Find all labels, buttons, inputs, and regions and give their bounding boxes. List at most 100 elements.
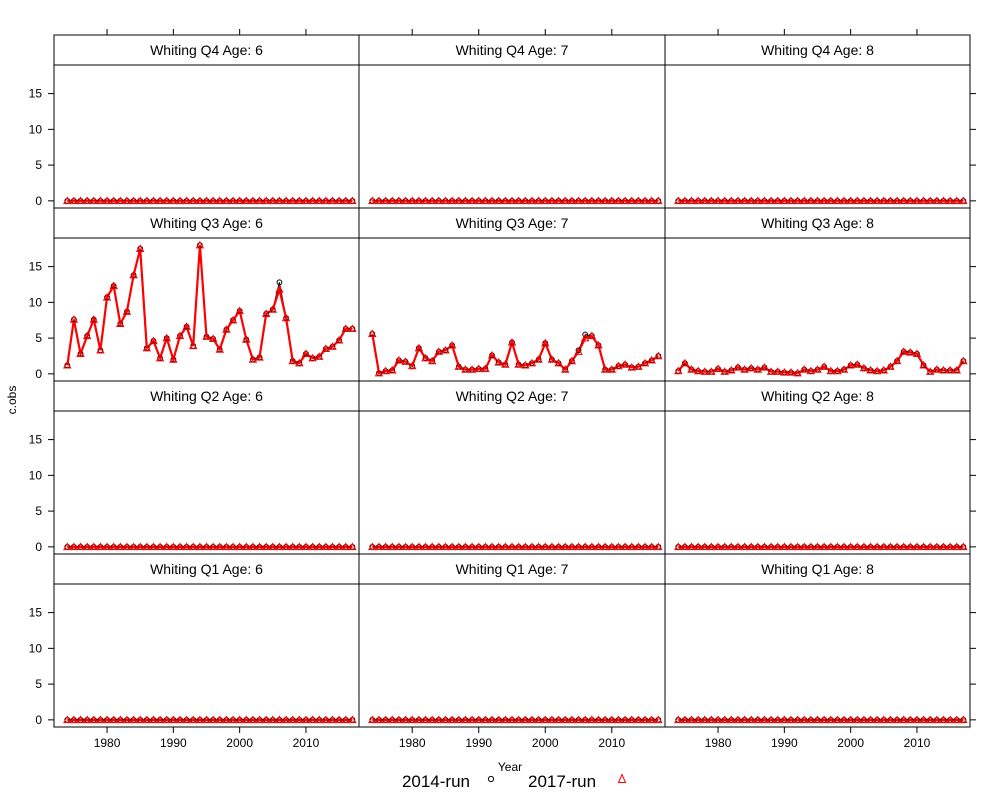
panel: Whiting Q3 Age: 6 bbox=[53, 207, 360, 382]
point-2017-run bbox=[859, 542, 869, 551]
point-2017-run bbox=[494, 715, 503, 724]
point-2017-run bbox=[952, 715, 961, 724]
point-2017-run bbox=[760, 542, 769, 551]
point-2017-run bbox=[169, 355, 178, 363]
point-2017-run bbox=[541, 542, 550, 551]
point-2017-run bbox=[474, 196, 483, 205]
point-2017-run bbox=[567, 356, 577, 365]
point-2017-run bbox=[242, 335, 251, 343]
point-2017-run bbox=[447, 196, 457, 205]
point-2017-run bbox=[846, 715, 855, 724]
point-2017-run bbox=[454, 196, 464, 205]
point-2017-run bbox=[208, 334, 218, 343]
point-2017-run bbox=[640, 715, 650, 724]
point-2017-run bbox=[454, 715, 464, 724]
point-2017-run bbox=[727, 715, 736, 724]
point-2017-run bbox=[925, 715, 935, 724]
point-2017-run bbox=[614, 542, 623, 551]
point-2017-run bbox=[135, 244, 145, 252]
point-2017-run bbox=[746, 715, 756, 724]
point-2017-run bbox=[261, 715, 271, 724]
point-2017-run bbox=[275, 542, 284, 551]
point-2017-run bbox=[102, 196, 112, 205]
point-2017-run bbox=[720, 367, 729, 375]
point-2017-run bbox=[886, 196, 895, 205]
point-2017-run bbox=[640, 358, 650, 367]
point-2017-run bbox=[155, 196, 165, 205]
point-2017-run bbox=[96, 196, 105, 205]
panel: Whiting Q4 Age: 6 bbox=[53, 34, 360, 209]
point-2017-run bbox=[925, 367, 935, 375]
point-2017-run bbox=[116, 319, 125, 328]
point-2017-run bbox=[786, 542, 796, 551]
point-2017-run bbox=[879, 365, 889, 374]
point-2017-run bbox=[693, 196, 703, 205]
y-axis-label: c.obs bbox=[5, 386, 19, 415]
point-2017-run bbox=[182, 542, 191, 551]
y-tick-label: 5 bbox=[35, 677, 42, 691]
point-2017-run bbox=[813, 196, 822, 205]
point-2017-run bbox=[348, 324, 357, 333]
point-2017-run bbox=[700, 196, 710, 205]
point-2017-run bbox=[228, 315, 238, 324]
point-2017-run bbox=[587, 331, 597, 340]
point-2017-run bbox=[242, 196, 251, 205]
point-2017-run bbox=[175, 331, 185, 340]
point-2017-run bbox=[381, 196, 390, 205]
point-2017-run bbox=[228, 542, 238, 551]
point-2017-run bbox=[182, 196, 191, 205]
point-2017-run bbox=[155, 542, 165, 551]
point-2017-run bbox=[574, 347, 583, 355]
point-2017-run bbox=[441, 542, 450, 551]
point-2017-run bbox=[932, 542, 942, 551]
point-2017-run bbox=[374, 196, 384, 205]
series-line-2014-run bbox=[66, 245, 353, 366]
point-2017-run bbox=[461, 365, 470, 373]
panel-strip bbox=[665, 554, 970, 584]
legend-symbol-2017-run bbox=[617, 773, 627, 783]
point-2017-run bbox=[135, 542, 145, 551]
point-2017-run bbox=[321, 344, 331, 353]
point-2017-run bbox=[912, 715, 922, 724]
point-2017-run bbox=[222, 542, 231, 551]
point-2017-run bbox=[654, 196, 663, 205]
point-2017-run bbox=[434, 347, 444, 355]
point-2017-run bbox=[255, 715, 264, 724]
point-2017-run bbox=[541, 338, 550, 347]
point-2017-run bbox=[733, 362, 743, 371]
point-2017-run bbox=[534, 542, 543, 551]
point-2017-run bbox=[474, 364, 483, 373]
panel: Whiting Q1 Age: 8 bbox=[664, 553, 971, 728]
point-2017-run bbox=[634, 715, 643, 724]
point-2017-run bbox=[634, 196, 643, 205]
point-2017-run bbox=[945, 542, 955, 551]
point-2017-run bbox=[514, 196, 523, 205]
point-2017-run bbox=[321, 715, 331, 724]
point-2017-run bbox=[879, 542, 889, 551]
x-tick-label: 1990 bbox=[465, 736, 492, 750]
point-2017-run bbox=[872, 715, 882, 724]
point-2017-run bbox=[760, 715, 769, 724]
point-2017-run bbox=[514, 542, 523, 551]
panel-title: Whiting Q3 Age: 8 bbox=[761, 215, 874, 231]
point-2017-run bbox=[135, 715, 145, 724]
point-2017-run bbox=[700, 367, 710, 375]
point-2017-run bbox=[886, 715, 895, 724]
point-2017-run bbox=[427, 196, 437, 205]
point-2017-run bbox=[281, 715, 291, 724]
point-2017-run bbox=[142, 343, 152, 352]
point-2017-run bbox=[634, 542, 643, 551]
panel-title: Whiting Q2 Age: 7 bbox=[456, 388, 569, 404]
point-2017-run bbox=[175, 542, 185, 551]
panel-title: Whiting Q4 Age: 8 bbox=[761, 42, 874, 58]
point-2017-run bbox=[753, 715, 763, 724]
point-2014-run bbox=[276, 279, 283, 286]
point-2017-run bbox=[235, 196, 244, 205]
point-2017-run bbox=[700, 542, 710, 551]
point-2017-run bbox=[414, 196, 424, 205]
point-2017-run bbox=[82, 196, 92, 205]
point-2017-run bbox=[899, 715, 908, 724]
point-2017-run bbox=[202, 196, 211, 205]
point-2017-run bbox=[169, 715, 178, 724]
point-2017-run bbox=[700, 715, 710, 724]
